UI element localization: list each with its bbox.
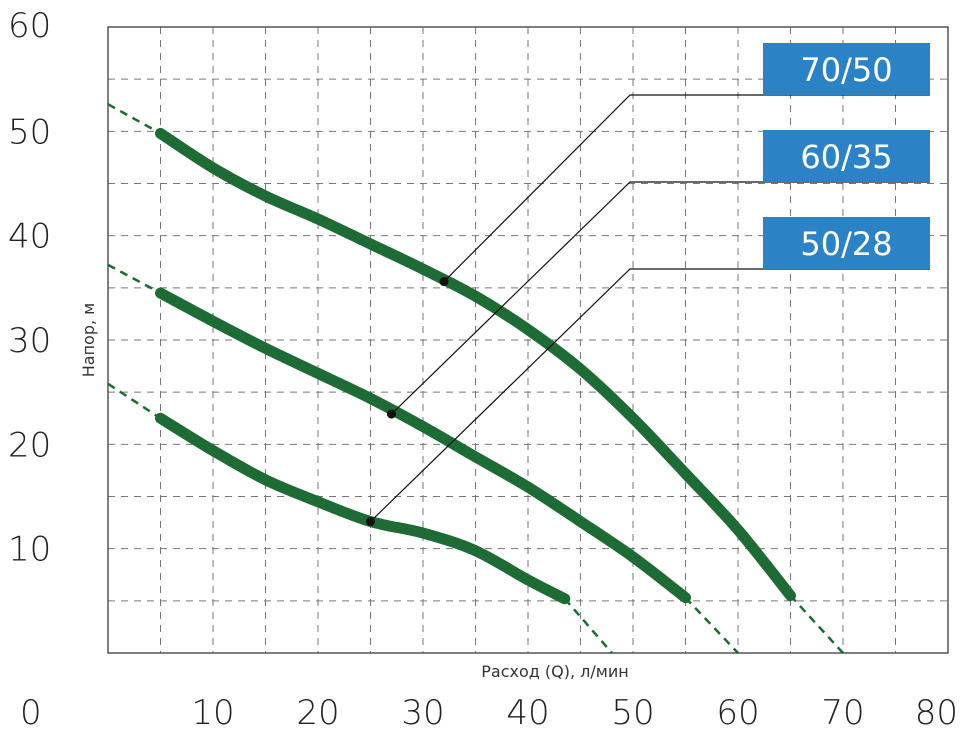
legend-label: 50/28 bbox=[800, 225, 892, 263]
y-tick-label: 10 bbox=[8, 530, 51, 570]
extrapolation-start-line bbox=[107, 382, 162, 420]
plot-frame bbox=[107, 26, 949, 654]
extrapolation-start-line bbox=[107, 103, 162, 135]
series-line-70-50 bbox=[155, 127, 796, 602]
extrapolation-start-line bbox=[107, 263, 162, 295]
extrapolation-lines bbox=[107, 103, 844, 654]
y-tick-label: 60 bbox=[8, 6, 51, 46]
grid bbox=[108, 27, 948, 653]
legend-label-box bbox=[763, 130, 930, 182]
x-axis-title: Расход (Q), л/мин bbox=[481, 662, 628, 681]
x-tick-label: 40 bbox=[506, 693, 549, 729]
tick-labels: 0 10 20 30 40 50 60 70 80 10 20 30 40 50 60 bbox=[8, 6, 958, 729]
y-axis-title: Напор, м bbox=[79, 303, 98, 377]
x-tick-label: 30 bbox=[401, 693, 444, 729]
series-line-60-35 bbox=[155, 287, 691, 604]
extrapolation-end-line bbox=[684, 596, 739, 654]
x-tick-label: 80 bbox=[915, 693, 958, 729]
series-marker-point bbox=[366, 517, 375, 527]
y-tick-label: 30 bbox=[8, 321, 51, 361]
x-tick-label: 10 bbox=[191, 693, 234, 729]
series-marker-point bbox=[439, 277, 449, 287]
y-tick-label: 50 bbox=[8, 112, 51, 152]
series-marker-point bbox=[387, 409, 396, 419]
legend-label-box bbox=[763, 217, 930, 269]
y-tick-label: 20 bbox=[8, 425, 51, 465]
y-tick-label: 40 bbox=[8, 217, 51, 257]
x-tick-label: 60 bbox=[716, 693, 759, 729]
x-tick-label: 0 bbox=[20, 693, 42, 729]
x-tick-label: 70 bbox=[821, 693, 864, 729]
extrapolation-end-line bbox=[789, 594, 844, 654]
extrapolation-end-line bbox=[563, 597, 613, 654]
legend: 70/50 60/35 50/28 bbox=[763, 43, 930, 269]
leader-line bbox=[370, 268, 930, 522]
series-line-50-28 bbox=[155, 412, 571, 605]
legend-label: 60/35 bbox=[800, 138, 892, 176]
x-tick-label: 50 bbox=[611, 693, 654, 729]
legend-label: 70/50 bbox=[800, 51, 892, 89]
x-tick-label: 20 bbox=[296, 693, 339, 729]
legend-label-box bbox=[763, 43, 930, 95]
